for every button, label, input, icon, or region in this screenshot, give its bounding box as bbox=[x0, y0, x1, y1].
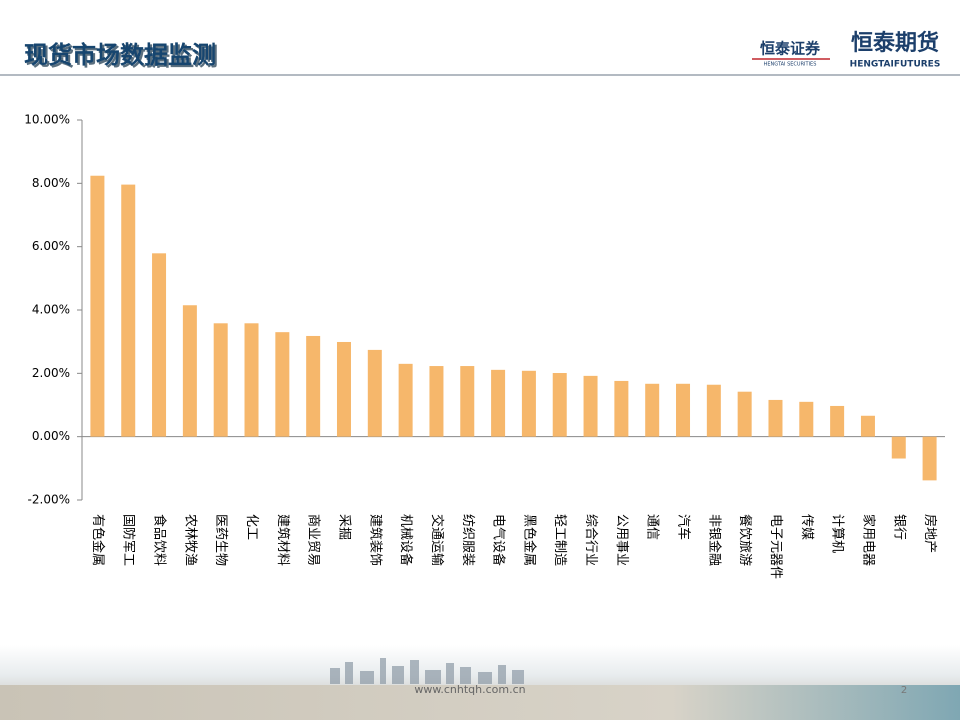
x-tick-label: 有色金属 bbox=[90, 514, 106, 566]
footer-ground bbox=[0, 685, 960, 720]
bar bbox=[398, 363, 413, 437]
x-tick-label: 传媒 bbox=[799, 514, 814, 540]
y-tick-label: 4.00% bbox=[32, 303, 70, 317]
x-tick-label: 通信 bbox=[645, 514, 660, 540]
x-tick-label: 农林牧渔 bbox=[182, 514, 197, 566]
bar bbox=[121, 184, 136, 437]
page-title: 现货市场数据监测 bbox=[24, 41, 216, 69]
y-tick-label: -2.00% bbox=[28, 493, 70, 507]
bar bbox=[213, 323, 228, 437]
y-tick-label: 10.00% bbox=[24, 113, 70, 127]
x-tick-label: 房地产 bbox=[922, 514, 938, 553]
x-tick-label: 国防军工 bbox=[121, 514, 137, 566]
logo1: 恒泰证券 bbox=[760, 40, 821, 58]
bar bbox=[244, 323, 259, 437]
x-tick-label: 机械设备 bbox=[398, 514, 414, 566]
y-tick-label: 6.00% bbox=[32, 239, 70, 253]
x-tick-label: 商业贸易 bbox=[306, 514, 321, 566]
x-tick-label: 电子元器件 bbox=[768, 514, 783, 579]
x-tick-label: 电气设备 bbox=[491, 514, 507, 566]
page-number: 2 bbox=[901, 685, 907, 696]
bar bbox=[306, 335, 321, 437]
bar bbox=[336, 341, 351, 437]
x-tick-label: 餐饮旅游 bbox=[737, 514, 753, 566]
bar bbox=[552, 373, 567, 437]
bar bbox=[429, 366, 444, 437]
bar bbox=[275, 332, 290, 437]
bar bbox=[460, 366, 475, 437]
logo2: 恒泰期货 bbox=[851, 30, 939, 56]
bar bbox=[583, 375, 598, 437]
chart: -2.00% 0.00% 2.00% 4.00% 6.00% 8.00% 10.00% 有色金… bbox=[24, 113, 945, 579]
bar bbox=[367, 349, 382, 437]
bar bbox=[891, 436, 906, 459]
title-shadow: 现货市场数据监测 bbox=[26, 43, 218, 71]
bar bbox=[645, 383, 660, 437]
x-tick-label: 食品饮料 bbox=[152, 514, 168, 566]
x-tick-label: 采掘 bbox=[336, 514, 351, 540]
x-tick-label: 黑色金属 bbox=[521, 514, 537, 566]
x-tick-label: 计算机 bbox=[830, 514, 845, 553]
x-tick-label: 建筑材料 bbox=[275, 514, 291, 566]
bar bbox=[799, 401, 814, 437]
x-tick-label: 家用电器 bbox=[860, 514, 876, 566]
x-tick-label: 化工 bbox=[244, 514, 259, 540]
bar bbox=[737, 391, 752, 437]
logo2-sub: HENGTAIFUTURES bbox=[850, 60, 941, 70]
bar bbox=[768, 399, 783, 437]
x-tick-label: 医药生物 bbox=[213, 514, 228, 566]
x-tick-label: 交通运输 bbox=[429, 514, 445, 566]
skyline bbox=[330, 658, 524, 684]
bar bbox=[182, 305, 197, 437]
footer-url: www.cnhtqh.com.cn bbox=[414, 683, 525, 696]
y-tick-label: 0.00% bbox=[32, 429, 70, 443]
bar bbox=[152, 253, 167, 437]
bar bbox=[614, 380, 629, 437]
bar bbox=[676, 383, 691, 437]
bar bbox=[521, 370, 536, 437]
x-tick-label: 银行 bbox=[891, 514, 906, 540]
bar bbox=[860, 415, 875, 437]
bar bbox=[922, 436, 937, 481]
x-tick-label: 纺织服装 bbox=[460, 514, 475, 566]
x-tick-label: 轻工制造 bbox=[552, 514, 567, 566]
x-tick-label: 非银金融 bbox=[706, 514, 722, 566]
bar bbox=[830, 405, 845, 437]
logo1-sub: HENGTAI SECURITIES bbox=[764, 62, 817, 68]
x-tick-label: 汽车 bbox=[676, 514, 692, 540]
x-tick-label: 综合行业 bbox=[583, 514, 598, 566]
y-tick-label: 2.00% bbox=[32, 366, 70, 380]
x-tick-label: 建筑装饰 bbox=[367, 514, 383, 566]
y-tick-label: 8.00% bbox=[32, 176, 70, 190]
bar bbox=[491, 369, 506, 437]
x-tick-label: 公用事业 bbox=[614, 514, 629, 566]
bar bbox=[90, 175, 105, 437]
bar bbox=[706, 384, 721, 437]
